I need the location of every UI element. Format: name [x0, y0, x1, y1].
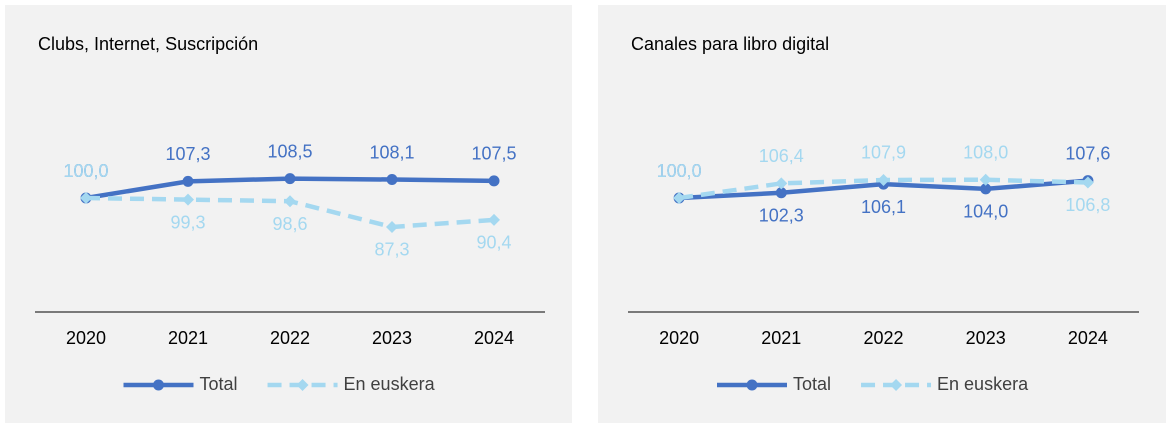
- x-tick-label: 2021: [761, 328, 801, 348]
- marker: [182, 193, 194, 206]
- marker: [182, 175, 194, 187]
- data-label: 100,0: [657, 161, 702, 181]
- marker: [386, 174, 398, 186]
- data-label: 107,6: [1065, 143, 1110, 163]
- chart-title: Clubs, Internet, Suscripción: [38, 34, 258, 54]
- data-label: 90,4: [476, 233, 511, 253]
- marker: [1081, 176, 1094, 189]
- marker: [775, 187, 787, 199]
- legend-marker: [296, 379, 309, 391]
- legend-label: En euskera: [937, 374, 1029, 394]
- data-label: 106,8: [1065, 195, 1110, 215]
- legend-marker: [746, 379, 758, 391]
- marker: [488, 175, 500, 187]
- x-tick-label: 2024: [474, 328, 514, 348]
- data-label: 108,0: [963, 143, 1008, 163]
- marker: [488, 213, 500, 226]
- chart-panel: Clubs, Internet, Suscripción 2020 2021 2022…: [5, 5, 572, 423]
- panel-background: [5, 5, 572, 423]
- marker: [877, 173, 890, 186]
- x-tick-label: 2020: [659, 328, 699, 348]
- data-label: 106,1: [861, 197, 906, 217]
- chart-title: Canales para libro digital: [631, 34, 829, 54]
- data-label: 107,5: [471, 144, 516, 164]
- data-label: 107,9: [861, 143, 906, 163]
- data-label: 87,3: [374, 240, 409, 260]
- legend-label: Total: [200, 374, 238, 394]
- data-label: 99,3: [170, 212, 205, 232]
- marker: [284, 173, 296, 185]
- marker: [980, 183, 992, 195]
- legend-label: En euskera: [344, 374, 436, 394]
- marker: [775, 177, 788, 190]
- data-label: 102,3: [759, 206, 804, 226]
- data-label: 100,0: [63, 161, 108, 181]
- legend-marker: [153, 379, 164, 391]
- data-label: 106,4: [759, 146, 804, 166]
- data-label: 107,3: [165, 144, 210, 164]
- x-tick-label: 2022: [270, 328, 310, 348]
- data-label: 100,0: [63, 161, 108, 181]
- marker: [673, 192, 686, 204]
- x-tick-label: 2020: [66, 328, 106, 348]
- legend-label: Total: [793, 374, 831, 394]
- x-tick-label: 2023: [966, 328, 1006, 348]
- marker: [386, 220, 398, 233]
- x-tick-label: 2023: [372, 328, 412, 348]
- data-label: 100,0: [657, 161, 702, 181]
- x-tick-label: 2022: [863, 328, 903, 348]
- x-tick-label: 2021: [168, 328, 208, 348]
- marker: [284, 195, 296, 208]
- marker: [979, 173, 992, 186]
- data-label: 104,0: [963, 202, 1008, 222]
- panel-background: [598, 5, 1166, 423]
- chart-panel: Canales para libro digital 2020 2021 2022 20…: [598, 5, 1166, 423]
- legend-marker: [890, 379, 903, 391]
- x-tick-label: 2024: [1068, 328, 1108, 348]
- marker: [80, 192, 92, 204]
- data-label: 108,5: [267, 141, 312, 161]
- data-label: 108,1: [369, 142, 414, 162]
- data-label: 98,6: [272, 214, 307, 234]
